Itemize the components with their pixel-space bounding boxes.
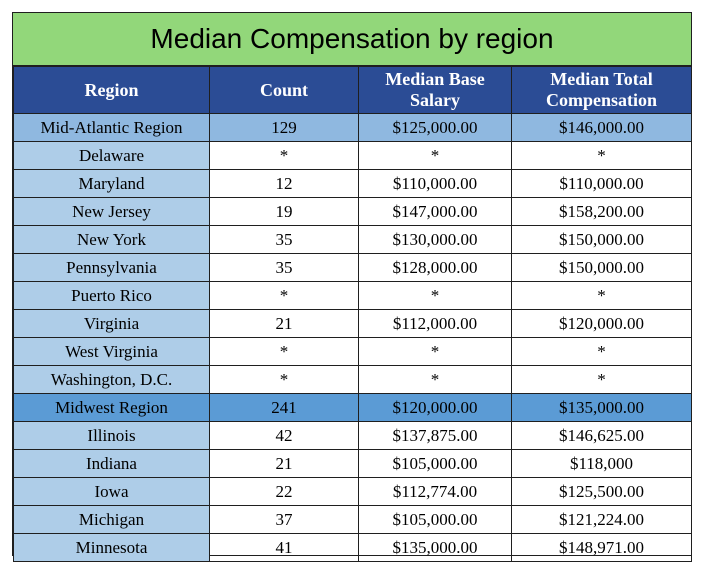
- region-cell: Illinois: [13, 421, 210, 450]
- count-cell: 21: [209, 449, 359, 478]
- table-row: New Jersey 19 $147,000.00 $158,200.00: [13, 197, 692, 226]
- table-row: Puerto Rico * * *: [13, 281, 692, 310]
- region-cell: Pennsylvania: [13, 253, 210, 282]
- base-salary-cell: $110,000.00: [358, 169, 512, 198]
- count-cell: 41: [209, 533, 359, 562]
- total-compensation-cell: $148,971.00: [511, 533, 692, 562]
- base-salary-cell: $120,000.00: [358, 393, 512, 422]
- region-cell: Mid-Atlantic Region: [13, 113, 210, 142]
- region-cell: New York: [13, 225, 210, 254]
- total-compensation-cell: $146,625.00: [511, 421, 692, 450]
- region-cell: West Virginia: [13, 337, 210, 366]
- compensation-table: Region Count Median Base Salary Median To…: [13, 66, 692, 562]
- table-row: West Virginia * * *: [13, 337, 692, 366]
- region-cell: Maryland: [13, 169, 210, 198]
- header-total-line1: Median Total: [550, 69, 653, 89]
- base-salary-cell: *: [358, 365, 512, 394]
- base-salary-cell: $147,000.00: [358, 197, 512, 226]
- count-cell: 129: [209, 113, 359, 142]
- total-compensation-cell: *: [511, 337, 692, 366]
- total-compensation-cell: $150,000.00: [511, 253, 692, 282]
- total-compensation-cell: $135,000.00: [511, 393, 692, 422]
- region-cell: Midwest Region: [13, 393, 210, 422]
- total-compensation-cell: $150,000.00: [511, 225, 692, 254]
- table-row: Delaware * * *: [13, 141, 692, 170]
- region-cell: New Jersey: [13, 197, 210, 226]
- table-body: Mid-Atlantic Region 129 $125,000.00 $146,00…: [13, 113, 692, 562]
- header-median-total-compensation: Median Total Compensation: [511, 66, 692, 114]
- count-cell: 35: [209, 225, 359, 254]
- total-compensation-cell: $125,500.00: [511, 477, 692, 506]
- region-cell: Delaware: [13, 141, 210, 170]
- region-cell: Puerto Rico: [13, 281, 210, 310]
- total-compensation-cell: *: [511, 281, 692, 310]
- base-salary-cell: $112,000.00: [358, 309, 512, 338]
- header-total-line2: Compensation: [545, 90, 657, 110]
- base-salary-cell: $112,774.00: [358, 477, 512, 506]
- table-row: New York 35 $130,000.00 $150,000.00: [13, 225, 692, 254]
- table-row: Michigan 37 $105,000.00 $121,224.00: [13, 505, 692, 534]
- table-row: Mid-Atlantic Region 129 $125,000.00 $146,00…: [13, 113, 692, 142]
- header-row: Region Count Median Base Salary Median To…: [13, 66, 692, 114]
- table-row: Pennsylvania 35 $128,000.00 $150,000.00: [13, 253, 692, 282]
- base-salary-cell: *: [358, 281, 512, 310]
- total-compensation-cell: $158,200.00: [511, 197, 692, 226]
- count-cell: 35: [209, 253, 359, 282]
- count-cell: 241: [209, 393, 359, 422]
- table-row: Maryland 12 $110,000.00 $110,000.00: [13, 169, 692, 198]
- total-compensation-cell: *: [511, 365, 692, 394]
- header-base-line1: Median Base: [385, 69, 485, 89]
- base-salary-cell: $105,000.00: [358, 449, 512, 478]
- region-cell: Iowa: [13, 477, 210, 506]
- total-compensation-cell: $121,224.00: [511, 505, 692, 534]
- count-cell: *: [209, 365, 359, 394]
- base-salary-cell: $137,875.00: [358, 421, 512, 450]
- base-salary-cell: $105,000.00: [358, 505, 512, 534]
- header-count: Count: [209, 66, 359, 114]
- total-compensation-cell: $120,000.00: [511, 309, 692, 338]
- region-cell: Michigan: [13, 505, 210, 534]
- total-compensation-cell: $118,000: [511, 449, 692, 478]
- count-cell: 12: [209, 169, 359, 198]
- count-cell: 37: [209, 505, 359, 534]
- count-cell: *: [209, 337, 359, 366]
- header-region: Region: [13, 66, 210, 114]
- header-median-base-salary: Median Base Salary: [358, 66, 512, 114]
- region-cell: Indiana: [13, 449, 210, 478]
- header-base-line2: Salary: [409, 90, 460, 110]
- base-salary-cell: $130,000.00: [358, 225, 512, 254]
- total-compensation-cell: $110,000.00: [511, 169, 692, 198]
- table-row: Washington, D.C. * * *: [13, 365, 692, 394]
- table-row: Minnesota 41 $135,000.00 $148,971.00: [13, 533, 692, 562]
- table-row: Indiana 21 $105,000.00 $118,000: [13, 449, 692, 478]
- table-row: Virginia 21 $112,000.00 $120,000.00: [13, 309, 692, 338]
- base-salary-cell: $135,000.00: [358, 533, 512, 562]
- base-salary-cell: $125,000.00: [358, 113, 512, 142]
- region-cell: Washington, D.C.: [13, 365, 210, 394]
- table-row: Iowa 22 $112,774.00 $125,500.00: [13, 477, 692, 506]
- base-salary-cell: $128,000.00: [358, 253, 512, 282]
- count-cell: 22: [209, 477, 359, 506]
- table-title: Median Compensation by region: [13, 13, 691, 66]
- count-cell: *: [209, 141, 359, 170]
- table-row: Midwest Region 241 $120,000.00 $135,000.00: [13, 393, 692, 422]
- region-cell: Minnesota: [13, 533, 210, 562]
- region-cell: Virginia: [13, 309, 210, 338]
- total-compensation-cell: $146,000.00: [511, 113, 692, 142]
- count-cell: 19: [209, 197, 359, 226]
- compensation-table-frame: Median Compensation by region Region Cou…: [12, 12, 692, 562]
- count-cell: 42: [209, 421, 359, 450]
- base-salary-cell: *: [358, 337, 512, 366]
- table-row: Illinois 42 $137,875.00 $146,625.00: [13, 421, 692, 450]
- base-salary-cell: *: [358, 141, 512, 170]
- count-cell: 21: [209, 309, 359, 338]
- total-compensation-cell: *: [511, 141, 692, 170]
- count-cell: *: [209, 281, 359, 310]
